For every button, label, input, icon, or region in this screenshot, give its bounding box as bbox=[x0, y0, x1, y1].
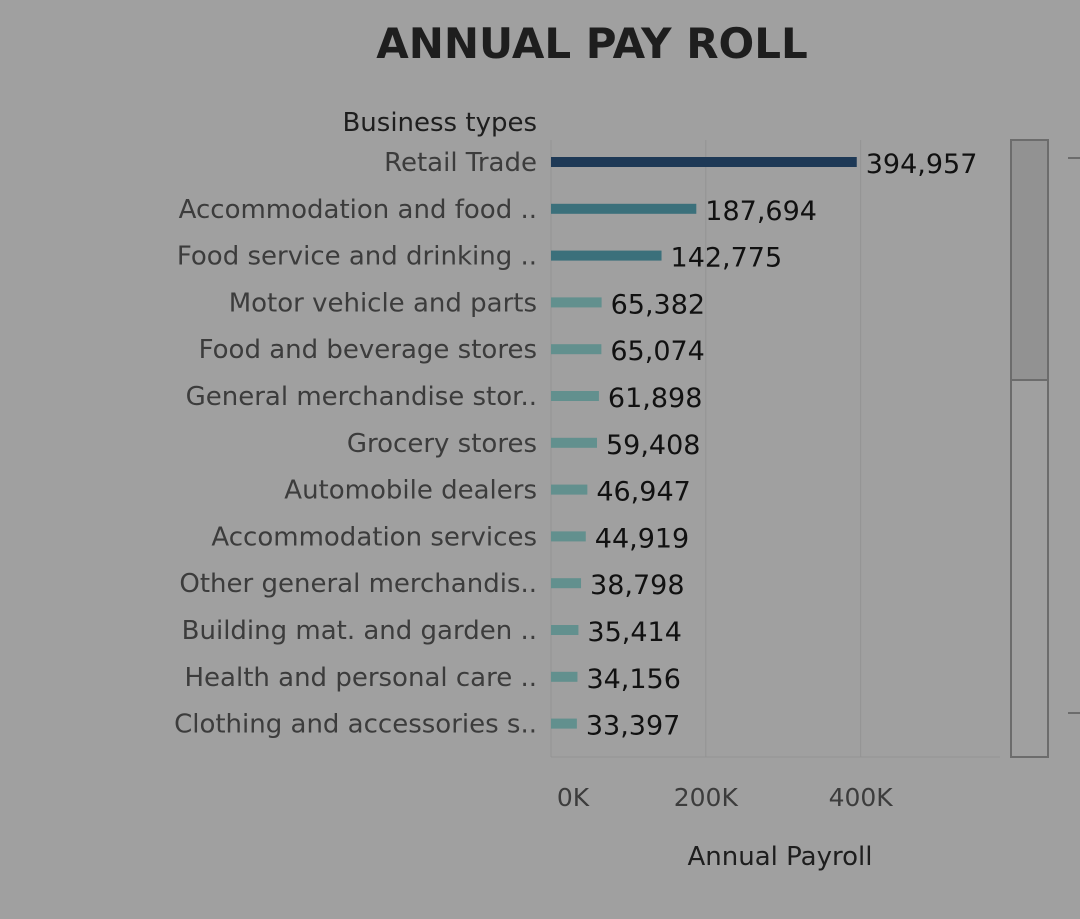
category-label: Grocery stores bbox=[347, 429, 537, 459]
category-label: Accommodation and food .. bbox=[179, 195, 537, 225]
bar[interactable] bbox=[551, 625, 579, 635]
x-axis-title: Annual Payroll bbox=[688, 842, 873, 872]
value-label: 59,408 bbox=[606, 430, 700, 461]
category-axis-header: Business types bbox=[342, 108, 537, 138]
value-label: 44,919 bbox=[595, 523, 689, 554]
bar[interactable] bbox=[551, 344, 602, 355]
category-label: General merchandise stor.. bbox=[186, 382, 537, 412]
value-label: 65,382 bbox=[611, 289, 705, 320]
value-label: 61,898 bbox=[608, 383, 702, 414]
bar[interactable] bbox=[551, 718, 577, 729]
value-label: 34,156 bbox=[586, 664, 680, 695]
category-label: Food service and drinking .. bbox=[177, 242, 537, 272]
category-label: Health and personal care .. bbox=[185, 663, 538, 693]
value-label: 187,694 bbox=[705, 196, 817, 227]
category-label: Clothing and accessories s.. bbox=[174, 710, 537, 740]
bar[interactable] bbox=[551, 671, 578, 682]
bar[interactable] bbox=[551, 157, 857, 167]
category-label: Building mat. and garden .. bbox=[182, 616, 537, 646]
category-label: Automobile dealers bbox=[284, 476, 537, 506]
bar[interactable] bbox=[551, 391, 599, 401]
cropped-legend-edge bbox=[1068, 157, 1080, 714]
value-labels: 394,957 187,694 142,775 65,382 65,074 61,898 5… bbox=[586, 149, 978, 742]
bar[interactable] bbox=[551, 437, 597, 448]
bar[interactable] bbox=[551, 578, 582, 589]
legend-scrollbar[interactable] bbox=[1010, 139, 1049, 758]
bar[interactable] bbox=[551, 531, 586, 542]
category-label: Motor vehicle and parts bbox=[229, 288, 537, 318]
gridlines bbox=[550, 140, 1000, 758]
x-axis-ticks: 0K 200K 400K bbox=[557, 783, 893, 812]
scrollbar-thumb[interactable] bbox=[1010, 139, 1049, 381]
value-label: 38,798 bbox=[590, 570, 684, 601]
category-label: Food and beverage stores bbox=[199, 335, 537, 365]
value-label: 46,947 bbox=[596, 477, 690, 508]
x-tick-label: 0K bbox=[557, 783, 590, 812]
category-label: Other general merchandis.. bbox=[179, 569, 537, 599]
bar[interactable] bbox=[551, 297, 602, 308]
x-tick-label: 400K bbox=[829, 783, 894, 812]
value-label: 65,074 bbox=[610, 336, 704, 367]
value-label: 35,414 bbox=[587, 617, 681, 648]
value-label: 394,957 bbox=[866, 149, 978, 180]
category-labels: Retail Trade Accommodation and food .. Foo… bbox=[174, 148, 537, 740]
bar[interactable] bbox=[551, 203, 697, 214]
category-label: Accommodation services bbox=[211, 522, 537, 552]
x-tick-label: 200K bbox=[674, 783, 739, 812]
bars bbox=[551, 157, 857, 729]
value-label: 33,397 bbox=[586, 711, 680, 742]
bar[interactable] bbox=[551, 484, 588, 495]
category-label: Retail Trade bbox=[384, 148, 537, 178]
chart-title: ANNUAL PAY ROLL bbox=[376, 19, 808, 68]
value-label: 142,775 bbox=[671, 243, 783, 274]
bar[interactable] bbox=[551, 250, 662, 261]
